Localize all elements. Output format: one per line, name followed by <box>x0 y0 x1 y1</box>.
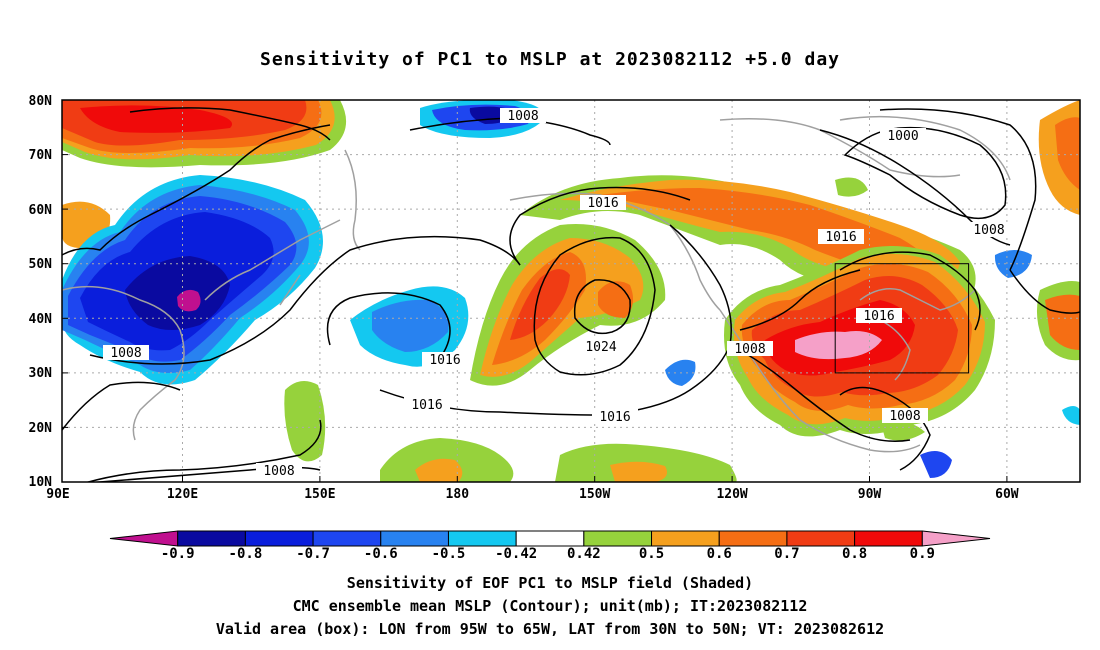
colorbar-label: -0.5 <box>432 546 466 562</box>
contour-label: 1016 <box>411 398 442 413</box>
positive-region <box>1055 117 1080 190</box>
lat-label: 80N <box>29 94 53 109</box>
chart-title: Sensitivity of PC1 to MSLP at 2023082112… <box>259 49 840 70</box>
positive-region <box>510 269 570 340</box>
colorbar-cell <box>109 530 179 547</box>
lat-label: 50N <box>29 257 53 272</box>
colorbar-cell <box>921 530 991 547</box>
caption-contour: CMC ensemble mean MSLP (Contour); unit(m… <box>292 597 808 615</box>
positive-region <box>1062 406 1080 425</box>
colorbar-cell <box>718 530 788 547</box>
lon-label: 120E <box>167 487 198 502</box>
caption-valid-area: Valid area (box): LON from 95W to 65W, L… <box>215 620 885 638</box>
positive-region <box>880 419 925 441</box>
colorbar-label: 0.5 <box>639 546 664 562</box>
positive-region <box>600 188 935 276</box>
lat-label: 40N <box>29 312 53 327</box>
colorbar-label: 0.7 <box>774 546 799 562</box>
negative-region <box>125 256 230 330</box>
positive-region <box>1045 294 1080 350</box>
colorbar-cell <box>380 530 449 547</box>
lat-label: 10N <box>29 475 53 490</box>
positive-region <box>610 461 668 482</box>
contour-label: 1008 <box>263 464 294 479</box>
lon-label: 90E <box>46 487 69 502</box>
valid-area-box <box>834 263 970 374</box>
lon-label: 150W <box>579 487 610 502</box>
colorbar-label: -0.9 <box>161 546 195 562</box>
colorbar-cell <box>515 530 585 547</box>
colorbar: -0.9 -0.8 -0.7 -0.6 -0.5 -0.42 0.42 0.5 0.6 0.7 0.… <box>109 530 991 562</box>
lon-label: 60W <box>995 487 1019 502</box>
contour-label: 1008 <box>973 223 1004 238</box>
lat-label: 30N <box>29 366 53 381</box>
colorbar-cell <box>177 530 246 547</box>
positive-region <box>795 331 882 360</box>
coastlines <box>62 115 1011 453</box>
colorbar-label: -0.6 <box>364 546 398 562</box>
contour-label: 1016 <box>825 230 856 245</box>
lon-label: 90W <box>858 487 882 502</box>
colorbar-cell <box>244 530 314 547</box>
shaded-field <box>62 100 1080 482</box>
contour-label: 1016 <box>587 196 618 211</box>
contour-label: 1008 <box>889 409 920 424</box>
lon-label: 150E <box>304 487 335 502</box>
contour-label: 1008 <box>507 109 538 124</box>
colorbar-cell <box>312 530 382 547</box>
map-frame <box>61 99 1081 483</box>
contour-label: 1008 <box>734 342 765 357</box>
colorbar-label: -0.8 <box>229 546 263 562</box>
colorbar-cell <box>651 530 720 547</box>
axis-ticks <box>62 99 1008 483</box>
colorbar-cell <box>447 530 517 547</box>
sensitivity-map: 1008 1000 1008 1016 1016 1016 1024 1016 … <box>29 94 1081 562</box>
colorbar-label: -0.7 <box>296 546 330 562</box>
contour-label: 1016 <box>863 309 894 324</box>
mslp-contours <box>62 107 1080 482</box>
colorbar-label: 0.42 <box>567 546 601 562</box>
colorbar-cell <box>854 530 923 547</box>
positive-region <box>835 177 868 197</box>
contour-label: 1000 <box>887 129 918 144</box>
contour-label: 1008 <box>110 346 141 361</box>
positive-region <box>284 381 326 462</box>
colorbar-label: 0.9 <box>910 546 935 562</box>
lon-label: 120W <box>716 487 747 502</box>
colorbar-label: 0.6 <box>707 546 732 562</box>
caption-shading: Sensitivity of EOF PC1 to MSLP field (Sh… <box>346 574 754 592</box>
lon-label: 180 <box>446 487 470 502</box>
positive-region <box>920 451 952 478</box>
colorbar-label: -0.42 <box>495 546 537 562</box>
colorbar-cell <box>786 530 856 547</box>
contour-label: 1024 <box>585 340 616 355</box>
lat-label: 60N <box>29 203 53 218</box>
contour-label: 1016 <box>599 410 630 425</box>
positive-region <box>80 105 232 133</box>
positive-region <box>415 458 463 482</box>
negative-region <box>372 299 449 352</box>
colorbar-cell <box>583 530 653 547</box>
lat-label: 70N <box>29 148 53 163</box>
lat-label: 20N <box>29 421 53 436</box>
colorbar-label: 0.8 <box>842 546 867 562</box>
contour-label: 1016 <box>429 353 460 368</box>
